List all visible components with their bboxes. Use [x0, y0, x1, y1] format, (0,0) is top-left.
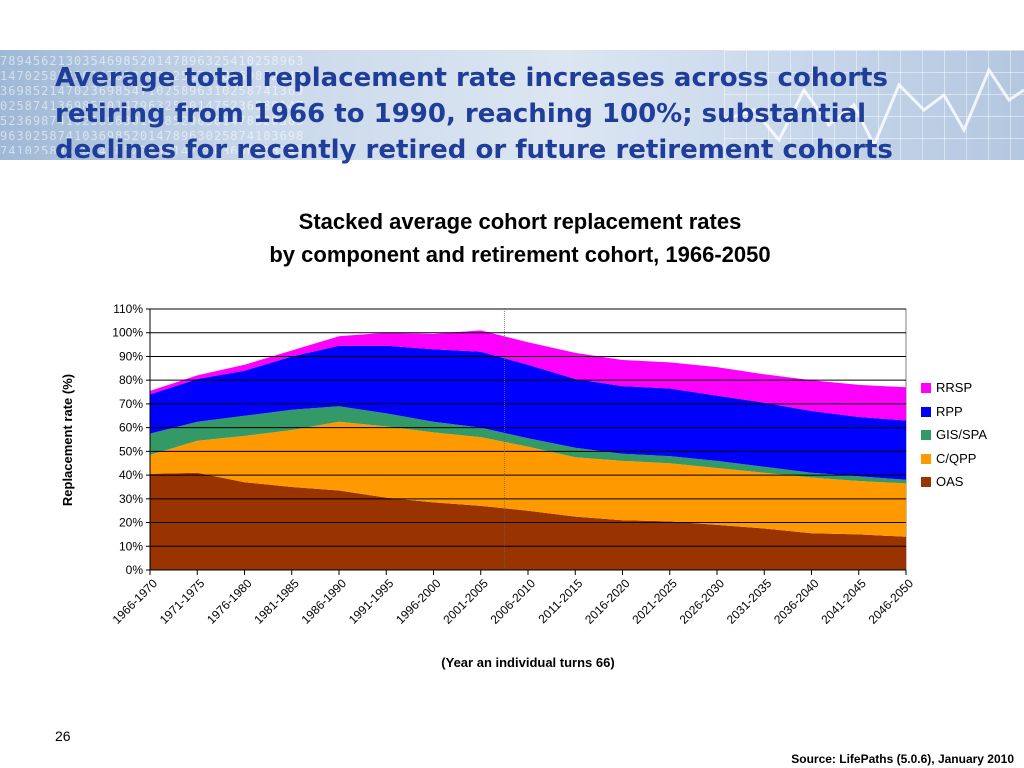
legend-label: C/QPP — [936, 450, 977, 466]
chart-title: Stacked average cohort replacement rates — [298, 209, 742, 234]
y-tick-label: 40% — [119, 468, 143, 482]
chart-subtitle: by component and retirement cohort, 1966… — [269, 242, 771, 267]
legend-swatch — [921, 406, 931, 417]
banner-digit-pattern: 7894562130354698520147896325410258963 14… — [0, 54, 305, 154]
legend-swatch — [921, 477, 931, 487]
x-tick-label: 2001-2005 — [440, 576, 491, 627]
y-tick-label: 60% — [119, 421, 143, 435]
y-axis-label: Replacement rate (%) — [60, 374, 75, 506]
title-banner: 7894562130354698520147896325410258963 14… — [0, 50, 1024, 160]
legend-item: RPP — [918, 404, 1002, 428]
legend-item: OAS — [918, 474, 1002, 498]
chart-legend: RRSP RPP GIS/SPA C/QPP OAS — [918, 380, 1002, 500]
y-tick-label: 90% — [119, 349, 143, 363]
y-tick-label: 100% — [112, 326, 143, 340]
y-tick-label: 30% — [119, 492, 143, 506]
x-tick-label: 2046-2050 — [866, 576, 917, 627]
source-note: Source: LifePaths (5.0.6), January 2010 — [791, 752, 1014, 766]
x-tick-label: 2011-2015 — [536, 576, 586, 626]
series-area-oas — [150, 472, 906, 570]
y-tick-label: 110% — [113, 302, 143, 316]
page-number: 26 — [55, 728, 71, 744]
legend-label: RRSP — [936, 380, 973, 395]
x-tick-label: 1991-1995 — [346, 576, 397, 627]
slide-title-line: declines for recently retired or future … — [55, 135, 893, 165]
legend-item: RRSP — [918, 380, 1002, 404]
y-tick-label: 70% — [119, 397, 143, 411]
y-tick-label: 50% — [119, 444, 143, 458]
legend-item: C/QPP — [918, 451, 1002, 475]
x-tick-label: 2036-2040 — [771, 576, 822, 627]
legend-label: GIS/SPA — [936, 427, 988, 442]
legend-swatch — [921, 430, 931, 440]
x-tick-label: 1971-1975 — [157, 576, 208, 627]
legend-swatch — [921, 383, 931, 393]
y-tick-label: 20% — [119, 516, 143, 530]
series-area-gis-spa — [150, 406, 906, 484]
x-tick-label: 2006-2010 — [488, 576, 539, 627]
x-tick-label: 1981-1985 — [251, 576, 302, 627]
banner-wave-graphic — [724, 66, 1024, 149]
x-tick-label: 2026-2030 — [677, 576, 728, 627]
x-tick-label: 2041-2045 — [818, 576, 869, 627]
series-area-rrsp — [150, 330, 906, 421]
x-tick-label: 1976-1980 — [204, 576, 255, 627]
x-tick-label: 1966-1970 — [110, 576, 161, 627]
x-tick-label: 2031-2035 — [724, 576, 775, 627]
legend-label: OAS — [936, 474, 964, 489]
slide-title-line: retiring from 1966 to 1990, reaching 100… — [55, 99, 867, 129]
chart-title-block: Stacked average cohort replacement rates… — [100, 205, 940, 271]
y-tick-label: 80% — [119, 373, 143, 387]
series-area-rpp — [150, 345, 906, 480]
x-tick-label: 2016-2020 — [582, 576, 633, 627]
legend-item: GIS/SPA — [918, 427, 1002, 451]
slide-title: Average total replacement rate increases… — [55, 60, 975, 168]
legend-label: RPP — [936, 403, 963, 419]
x-tick-label: 1996-2000 — [393, 576, 444, 627]
legend-swatch — [921, 453, 931, 464]
series-areas — [150, 330, 906, 570]
x-axis-label: (Year an individual turns 66) — [441, 655, 614, 670]
y-tick-label: 0% — [126, 563, 144, 577]
y-tick-label: 10% — [119, 539, 143, 553]
slide-title-line: Average total replacement rate increases… — [55, 63, 888, 93]
x-tick-label: 1986-1990 — [299, 576, 350, 627]
series-area-c-qpp — [150, 421, 906, 537]
x-tick-label: 2021-2025 — [629, 576, 680, 627]
